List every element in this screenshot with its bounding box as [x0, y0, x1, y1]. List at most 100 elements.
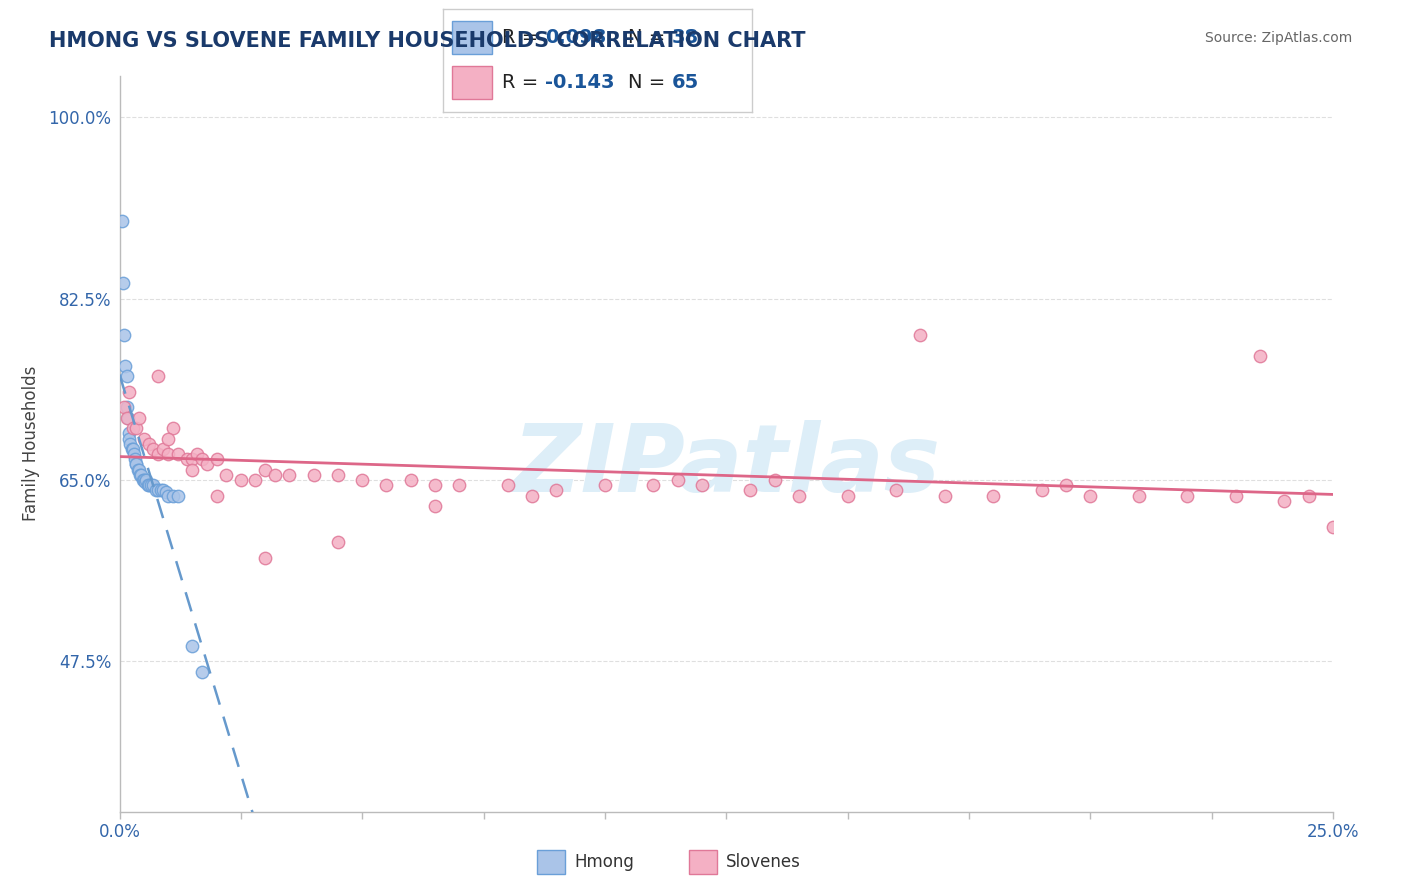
Point — [229, 473, 252, 487]
Point — [181, 463, 204, 477]
Point — [125, 458, 148, 472]
Point — [120, 436, 142, 450]
Point — [1128, 489, 1150, 503]
Point — [145, 483, 167, 498]
Point — [157, 489, 180, 503]
Point — [162, 421, 184, 435]
Text: HMONG VS SLOVENE FAMILY HOUSEHOLDS CORRELATION CHART: HMONG VS SLOVENE FAMILY HOUSEHOLDS CORRE… — [49, 31, 806, 51]
Point — [118, 426, 141, 441]
Point — [740, 483, 762, 498]
Point — [254, 463, 277, 477]
Point — [112, 401, 135, 415]
Point — [399, 473, 422, 487]
Point — [205, 452, 228, 467]
Point — [132, 473, 155, 487]
Text: -0.143: -0.143 — [546, 73, 614, 92]
Bar — [453, 21, 492, 54]
Point — [155, 485, 177, 500]
Point — [114, 359, 136, 373]
Point — [191, 452, 214, 467]
Point — [112, 276, 135, 290]
Text: R =: R = — [502, 73, 538, 92]
Bar — [537, 850, 565, 873]
Point — [166, 489, 188, 503]
Point — [148, 447, 170, 461]
Point — [449, 478, 471, 492]
Point — [162, 489, 184, 503]
Bar — [453, 66, 492, 99]
Point — [166, 447, 188, 461]
Point — [117, 410, 139, 425]
Point — [134, 475, 156, 489]
Point — [690, 478, 713, 492]
Point — [326, 535, 349, 549]
Point — [142, 442, 165, 456]
Point — [884, 483, 907, 498]
Point — [135, 473, 157, 487]
Point — [131, 467, 153, 482]
Text: R =: R = — [502, 29, 538, 47]
Point — [1031, 483, 1053, 498]
Text: N =: N = — [628, 29, 665, 47]
Text: 0.098: 0.098 — [546, 29, 606, 47]
Bar — [689, 850, 717, 873]
Point — [1175, 489, 1198, 503]
Point — [205, 489, 228, 503]
Point — [181, 452, 204, 467]
Point — [593, 478, 616, 492]
Point — [122, 442, 145, 456]
Point — [1298, 489, 1320, 503]
Point — [149, 483, 172, 498]
Point — [1322, 519, 1344, 533]
Point — [176, 452, 198, 467]
Point — [326, 467, 349, 482]
Point — [934, 489, 956, 503]
Text: 0.0%: 0.0% — [98, 822, 141, 840]
Point — [375, 478, 398, 492]
Point — [148, 369, 170, 384]
Point — [787, 489, 810, 503]
Point — [278, 467, 301, 482]
Text: N =: N = — [628, 73, 665, 92]
Point — [186, 447, 208, 461]
Point — [115, 410, 138, 425]
Point — [136, 478, 159, 492]
Point — [138, 478, 160, 492]
Point — [138, 436, 160, 450]
Text: 38: 38 — [672, 29, 699, 47]
Point — [263, 467, 285, 482]
Point — [152, 483, 174, 498]
Text: 65: 65 — [672, 73, 699, 92]
Point — [132, 432, 155, 446]
Point — [546, 483, 568, 498]
Point — [128, 410, 150, 425]
Point — [122, 421, 145, 435]
Point — [245, 473, 267, 487]
Point — [112, 327, 135, 342]
Point — [254, 550, 277, 565]
Point — [423, 499, 446, 513]
Point — [837, 489, 859, 503]
Point — [124, 452, 146, 467]
Point — [118, 432, 141, 446]
Point — [215, 467, 238, 482]
Point — [125, 458, 148, 472]
Point — [157, 447, 180, 461]
Point — [981, 489, 1004, 503]
Point — [910, 327, 932, 342]
Point — [142, 478, 165, 492]
Point — [139, 478, 162, 492]
Point — [191, 665, 214, 679]
Point — [520, 489, 543, 503]
Point — [111, 214, 134, 228]
Point — [496, 478, 519, 492]
Point — [115, 369, 138, 384]
Point — [128, 463, 150, 477]
Point — [352, 473, 374, 487]
Text: Hmong: Hmong — [575, 853, 634, 871]
Text: 25.0%: 25.0% — [1306, 822, 1360, 840]
Point — [423, 478, 446, 492]
Point — [132, 473, 155, 487]
Point — [118, 384, 141, 399]
Text: Slovenes: Slovenes — [725, 853, 801, 871]
